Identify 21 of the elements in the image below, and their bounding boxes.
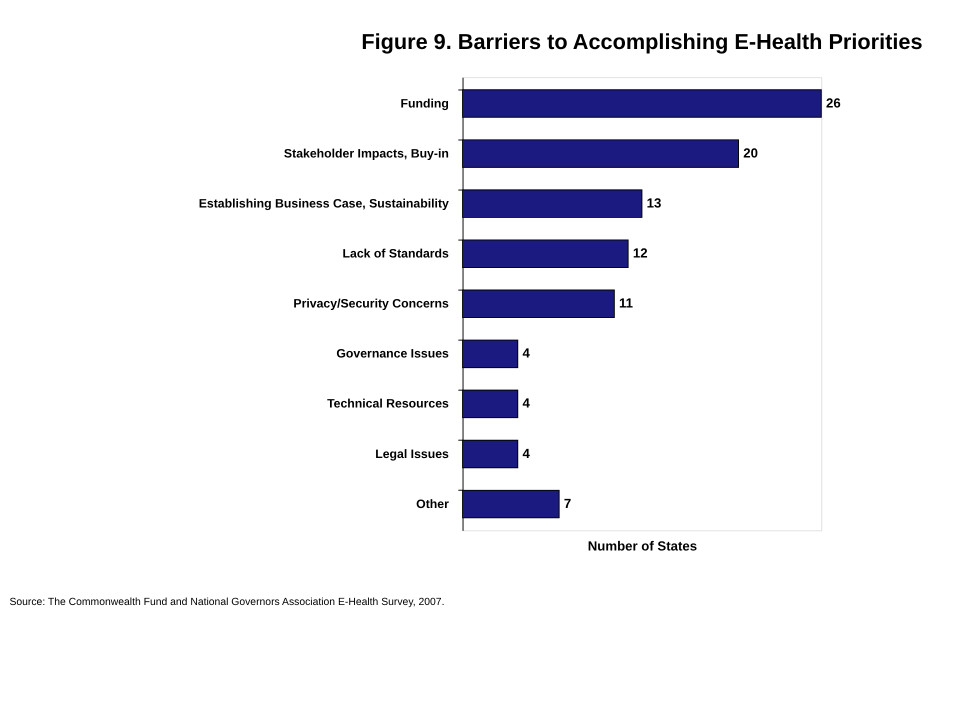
y-tick-label: Establishing Business Case, Sustainability	[198, 196, 450, 210]
y-tick-label: Governance Issues	[336, 346, 450, 361]
y-tick-label: Privacy/Security Concerns	[293, 296, 450, 311]
data-label: 12	[632, 245, 648, 260]
y-tick-label: Legal Issues	[375, 446, 450, 461]
data-label: 11	[619, 296, 634, 311]
data-label: 4	[522, 396, 530, 411]
y-tick-label: Funding	[400, 96, 449, 110]
y-tick-label: Other	[416, 496, 450, 511]
x-axis-title: Number of States	[588, 538, 698, 554]
source-note: Source: The Commonwealth Fund and National Governors Association E-Health Survey, 2007.	[9, 596, 444, 608]
y-tick-label: Stakeholder Impacts, Buy-in	[284, 146, 449, 160]
data-label: 13	[646, 195, 662, 210]
data-label: 26	[826, 95, 841, 110]
data-label: 4	[522, 346, 530, 361]
data-label: 20	[743, 145, 758, 160]
y-tick-label: Technical Resources	[327, 396, 450, 411]
data-label: 7	[564, 496, 572, 511]
chart-title: Figure 9. Barriers to Accomplishing E-Health Priorities	[361, 28, 923, 54]
y-tick-label: Lack of Standards	[342, 246, 450, 260]
data-label: 4	[522, 446, 530, 461]
